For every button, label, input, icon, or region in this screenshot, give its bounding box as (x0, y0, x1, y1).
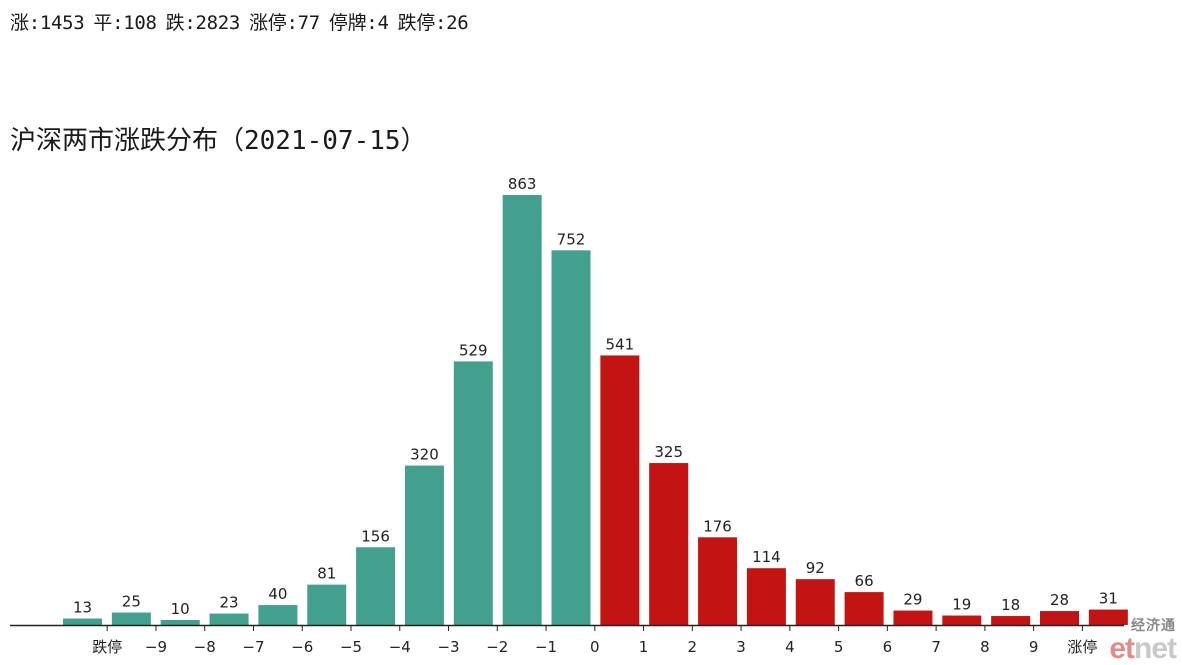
bar (942, 615, 982, 625)
x-tick-label: 1 (639, 638, 649, 656)
x-tick-label: −6 (291, 638, 313, 656)
logo-net: net (1134, 632, 1177, 665)
bar-value-label: 176 (703, 517, 732, 535)
bar-value-label: 66 (855, 572, 874, 590)
x-tick-label: −9 (145, 638, 167, 656)
bar (160, 620, 200, 625)
x-tick-label: −8 (194, 638, 216, 656)
x-tick-label: 4 (785, 638, 795, 656)
x-tick-label: 2 (688, 638, 698, 656)
bar-value-label: 18 (1001, 596, 1020, 614)
bar-value-label: 31 (1099, 590, 1118, 608)
bar (991, 616, 1031, 625)
bar-value-label: 752 (557, 230, 586, 248)
bar-value-label: 40 (268, 585, 287, 603)
x-tick-label: −3 (437, 638, 459, 656)
bar (453, 361, 493, 625)
bar (649, 463, 689, 625)
bar (404, 465, 444, 625)
x-tick-label: −7 (242, 638, 264, 656)
x-tick-label: −5 (340, 638, 362, 656)
x-tick-label: 8 (980, 638, 990, 656)
logo-chinese-text: 经济通 (1131, 618, 1176, 634)
bar (209, 613, 249, 625)
bar (746, 568, 786, 625)
x-tick-label: 9 (1029, 638, 1039, 656)
bar-value-label: 320 (410, 446, 439, 464)
bar-value-label: 325 (654, 443, 683, 461)
bar (795, 579, 835, 625)
market-summary: 涨:1453 平:108 跌:2823 涨停:77 停牌:4 跌停:26 (10, 8, 477, 35)
x-tick-label: −4 (389, 638, 411, 656)
bar (1040, 611, 1079, 625)
x-tick-label: 6 (883, 638, 893, 656)
summary-suspended: 停牌:4 (328, 12, 389, 34)
bar-value-label: 81 (317, 565, 336, 583)
bar-value-label: 28 (1050, 591, 1069, 609)
bar (502, 195, 542, 625)
summary-flat: 平:108 (93, 12, 157, 34)
bar-value-label: 529 (459, 341, 488, 359)
bar-value-label: 19 (952, 596, 971, 614)
bar (551, 250, 591, 625)
x-tick-label: −1 (535, 638, 557, 656)
bar (63, 618, 102, 625)
bar (698, 537, 738, 625)
bar-value-label: 156 (361, 527, 390, 545)
bar (307, 584, 347, 625)
bar (844, 592, 884, 625)
summary-limit-down: 跌停:26 (397, 12, 469, 34)
bar-value-label: 541 (606, 335, 635, 353)
bar (258, 605, 298, 625)
etnet-logo: 经济通 etnet (1109, 615, 1177, 665)
bar-value-label: 114 (752, 548, 781, 566)
bar-value-label: 25 (122, 593, 141, 611)
logo-et: et (1109, 632, 1135, 665)
x-tick-label: 涨停 (1067, 638, 1097, 656)
x-tick-label: 0 (590, 638, 600, 656)
bar-value-label: 10 (171, 600, 190, 618)
x-tick-label: 3 (736, 638, 746, 656)
bar-value-label: 13 (73, 599, 92, 617)
bar (1088, 609, 1128, 625)
x-tick-label: 跌停 (92, 638, 122, 656)
bar-value-label: 29 (903, 591, 922, 609)
bar-value-label: 92 (806, 559, 825, 577)
logo-wordmark: etnet (1109, 632, 1177, 665)
x-tick-label: 7 (931, 638, 941, 656)
summary-down: 跌:2823 (165, 12, 241, 34)
summary-up: 涨:1453 (10, 12, 85, 34)
summary-limit-up: 涨停:77 (249, 12, 320, 34)
x-tick-label: −2 (486, 638, 508, 656)
bar (600, 355, 640, 625)
bar (356, 547, 396, 625)
chart-title: 沪深两市涨跌分布（2021-07-15） (10, 126, 427, 156)
x-tick-label: 5 (834, 638, 844, 656)
bar-value-label: 23 (220, 594, 239, 612)
bar-value-label: 863 (508, 175, 537, 193)
bar (893, 610, 933, 625)
bar (111, 612, 151, 625)
